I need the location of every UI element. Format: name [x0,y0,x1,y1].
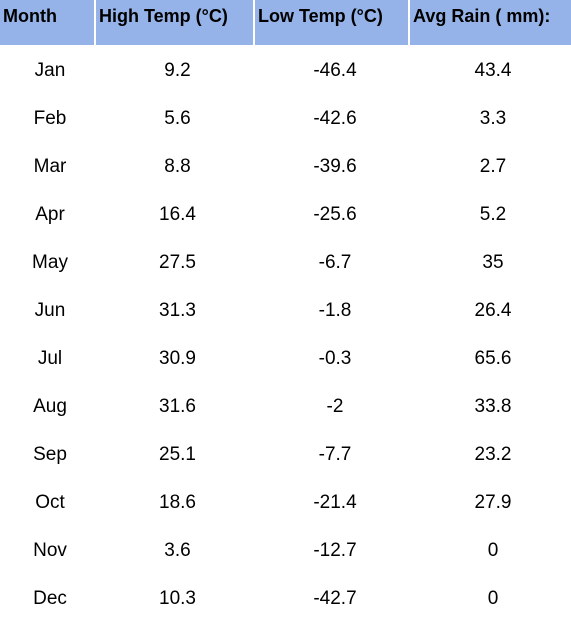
low-temp-cell: -7.7 [318,444,352,465]
high-temp-cell: 30.9 [159,348,196,369]
avg-rain-cell: 2.7 [479,156,507,177]
table-row: Nov 3.6 -12.7 0 [0,527,571,575]
low-temp-cell: -21.4 [313,492,357,513]
avg-rain-cell: 26.4 [474,300,512,321]
avg-rain-cell: 65.6 [474,348,512,369]
month-cell: Mar [33,156,67,177]
table-row: May 27.5 -6.7 35 [0,239,571,287]
month-cell: Jul [37,348,63,369]
month-cell: Oct [35,492,65,513]
table-body: Jan 9.2 -46.4 43.4 Feb 5.6 -42.6 3.3 Mar 8.8 -39.6… [0,45,571,623]
month-cell: Aug [33,396,67,417]
table-row: Dec 10.3 -42.7 0 [0,575,571,623]
column-header-low-temp: Low Temp (°C) [255,0,410,45]
high-temp-cell: 31.6 [159,396,196,417]
month-cell: Nov [33,540,67,561]
low-temp-cell: -42.7 [313,588,357,609]
avg-rain-cell: 27.9 [474,492,512,513]
month-cell: Feb [33,108,67,129]
table-row: Jan 9.2 -46.4 43.4 [0,47,571,95]
avg-rain-cell: 0 [487,588,499,609]
high-temp-cell: 25.1 [159,444,196,465]
column-header-avg-rain: Avg Rain ( mm): [410,0,571,45]
low-temp-cell: -42.6 [313,108,357,129]
table-row: Feb 5.6 -42.6 3.3 [0,95,571,143]
high-temp-cell: 27.5 [159,252,196,273]
high-temp-cell: 18.6 [159,492,196,513]
column-header-high-temp: High Temp (°C) [96,0,255,45]
low-temp-cell: -46.4 [313,60,357,81]
low-temp-cell: -39.6 [313,156,357,177]
table-row: Oct 18.6 -21.4 27.9 [0,479,571,527]
table-row: Jun 31.3 -1.8 26.4 [0,287,571,335]
table-row: Sep 25.1 -7.7 23.2 [0,431,571,479]
low-temp-cell: -1.8 [318,300,352,321]
avg-rain-cell: 33.8 [474,396,512,417]
high-temp-cell: 5.6 [164,108,191,129]
avg-rain-cell: 35 [482,252,504,273]
low-temp-cell: -25.6 [313,204,357,225]
avg-rain-cell: 0 [487,540,499,561]
table-header-row: Month High Temp (°C) Low Temp (°C) Avg R… [0,0,571,45]
low-temp-cell: -6.7 [318,252,352,273]
month-cell: Jun [34,300,66,321]
low-temp-cell: -12.7 [313,540,357,561]
month-cell: May [32,252,68,273]
table-row: Mar 8.8 -39.6 2.7 [0,143,571,191]
avg-rain-cell: 43.4 [474,60,512,81]
high-temp-cell: 3.6 [164,540,191,561]
high-temp-cell: 31.3 [159,300,196,321]
high-temp-cell: 10.3 [159,588,196,609]
high-temp-cell: 16.4 [159,204,196,225]
high-temp-cell: 9.2 [164,60,191,81]
month-cell: Apr [35,204,65,225]
avg-rain-cell: 5.2 [479,204,507,225]
table-row: Apr 16.4 -25.6 5.2 [0,191,571,239]
month-cell: Sep [33,444,67,465]
high-temp-cell: 8.8 [164,156,191,177]
column-header-month: Month [0,0,96,45]
low-temp-cell: -2 [326,396,344,417]
avg-rain-cell: 23.2 [474,444,512,465]
avg-rain-cell: 3.3 [479,108,507,129]
month-cell: Jan [34,60,66,81]
table-row: Jul 30.9 -0.3 65.6 [0,335,571,383]
month-cell: Dec [33,588,67,609]
table-row: Aug 31.6 -2 33.8 [0,383,571,431]
low-temp-cell: -0.3 [318,348,352,369]
